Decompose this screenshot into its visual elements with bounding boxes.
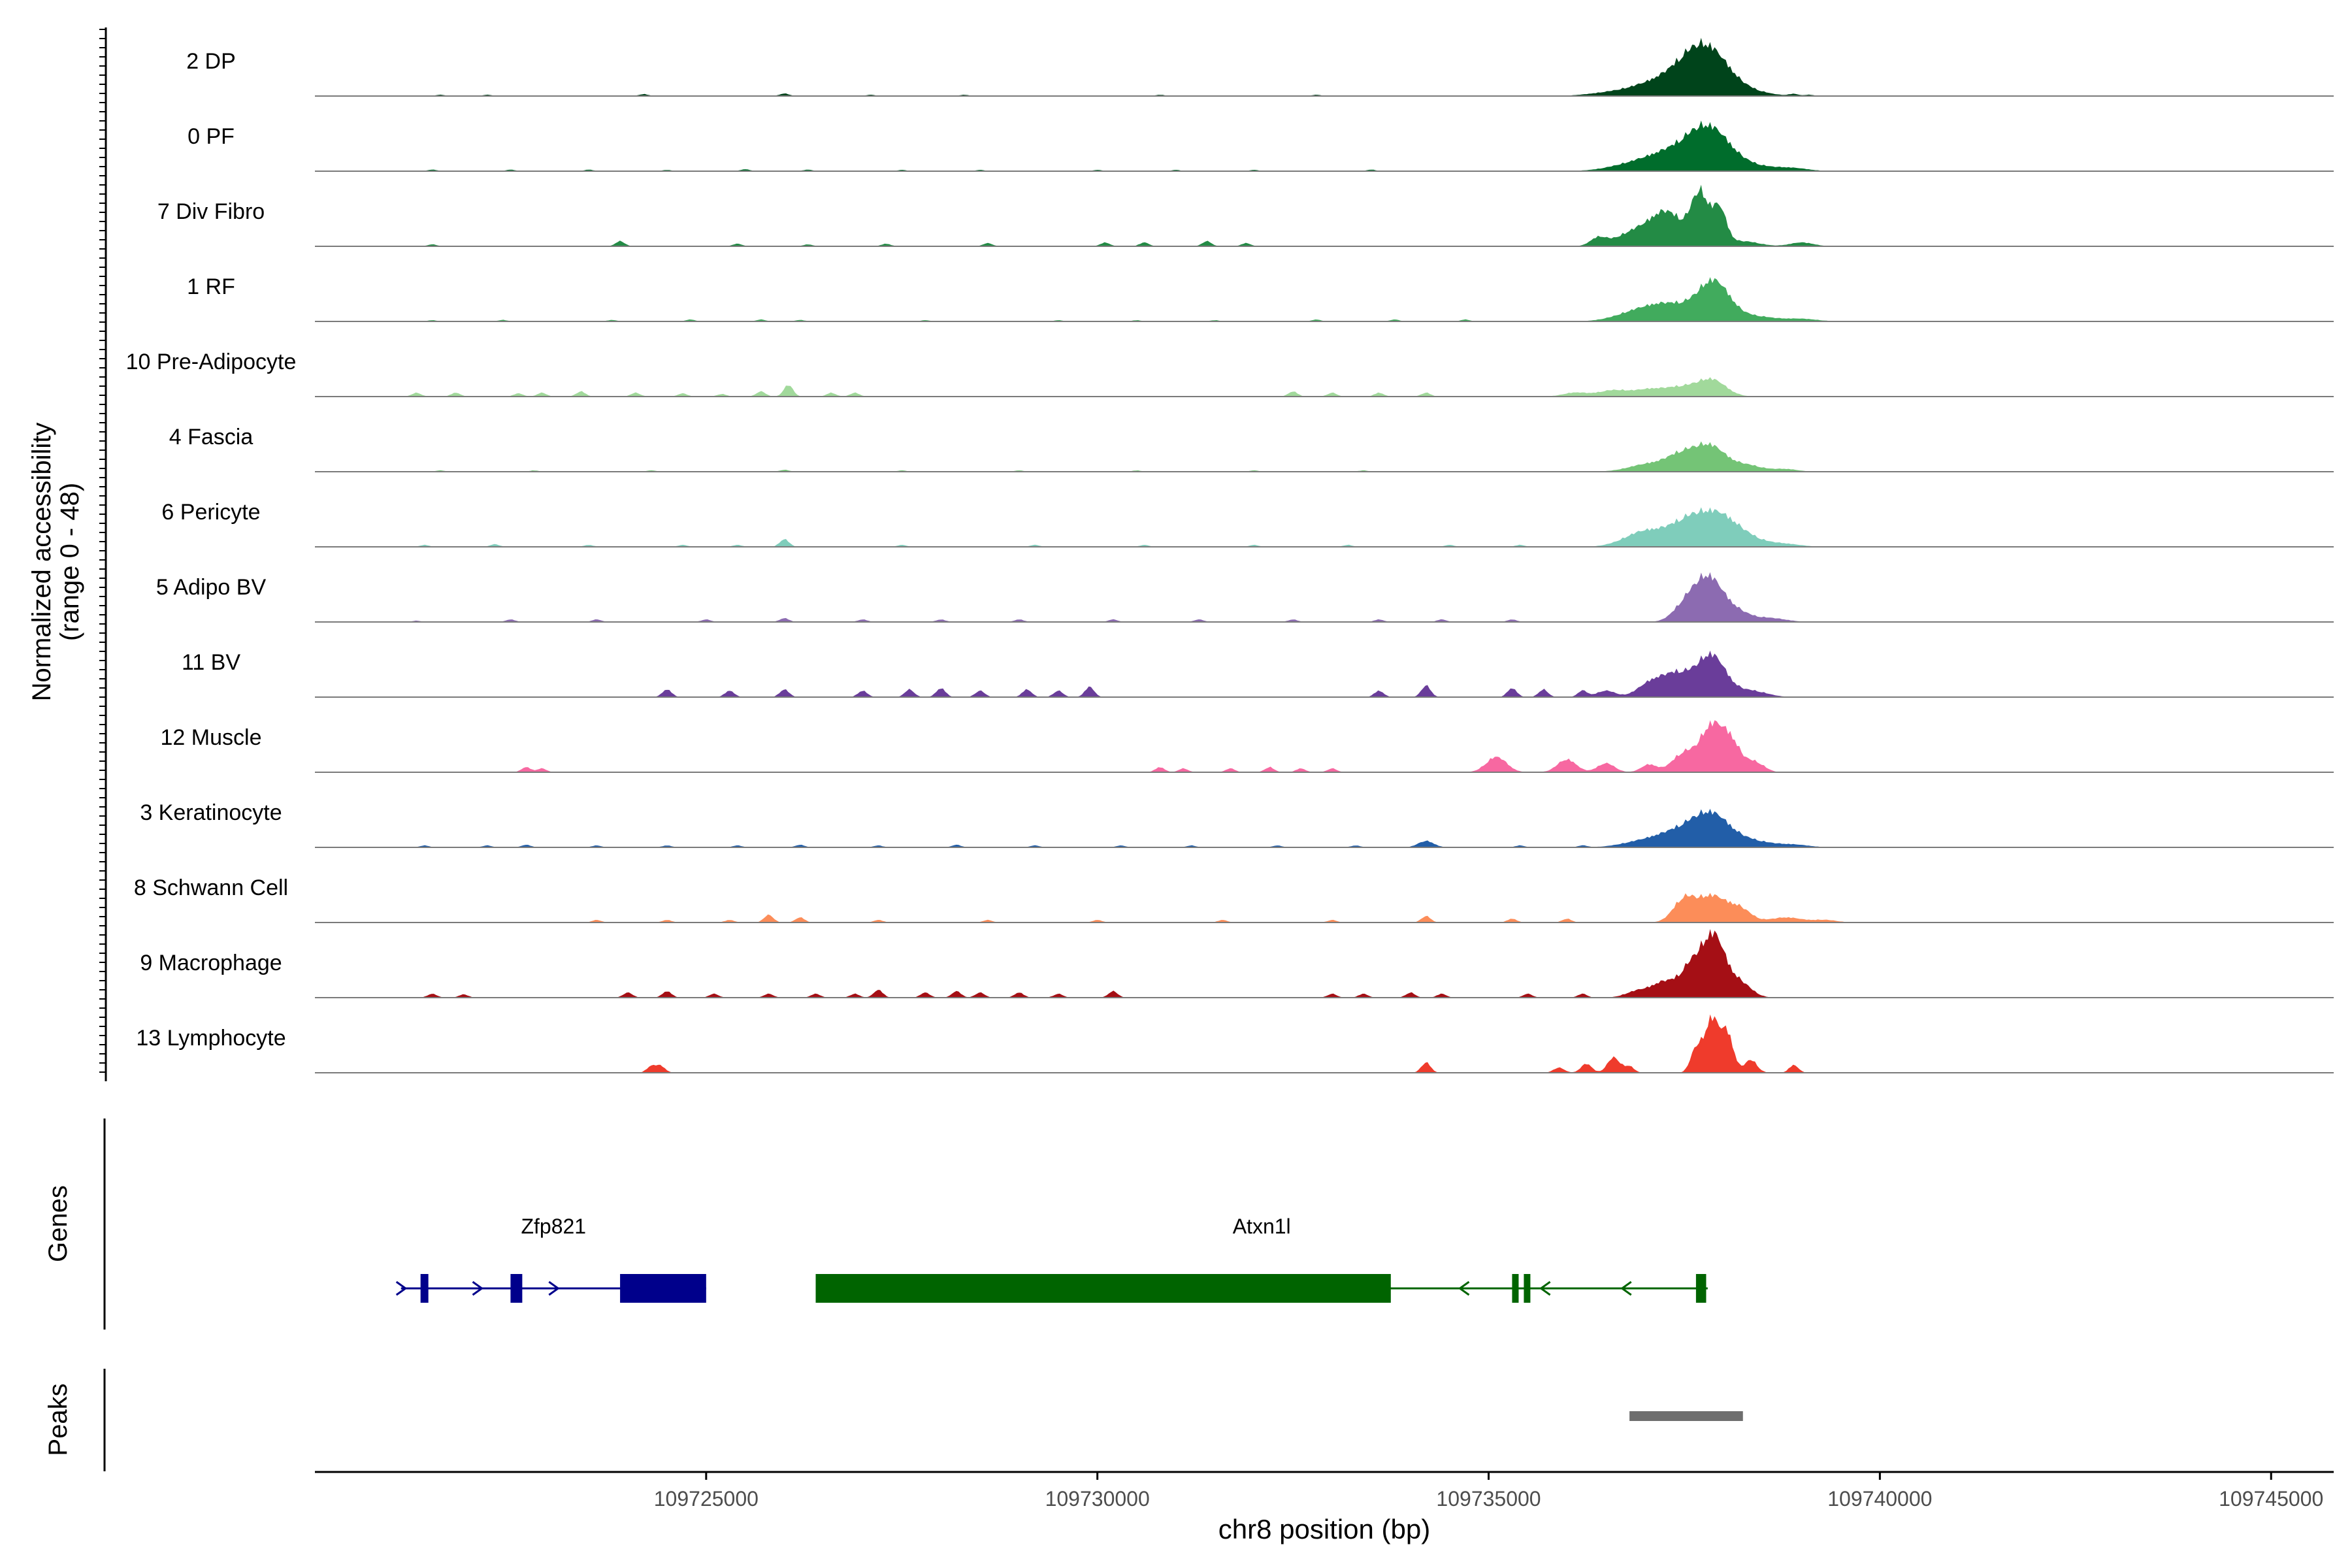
track-label: 7 Div Fibro — [157, 199, 265, 224]
y-axis-title-line1: Normalized accessibility — [27, 423, 56, 702]
gene-exon — [1695, 1274, 1707, 1303]
track-label: 4 Fascia — [169, 425, 253, 449]
track-label: 10 Pre-Adipocyte — [126, 350, 297, 374]
gene-model: Atxn1l — [815, 1215, 1708, 1303]
track — [315, 184, 2334, 247]
strand-arrow — [395, 1281, 408, 1296]
strand-arrow — [1539, 1281, 1551, 1296]
y-axis-ticks — [99, 29, 106, 1073]
x-tick-label: 109730000 — [1045, 1487, 1150, 1511]
gene-exon — [620, 1274, 706, 1303]
track-label: 8 Schwann Cell — [134, 875, 288, 900]
peaks-panel — [1629, 1411, 1743, 1421]
strand-arrow — [1620, 1281, 1632, 1296]
track-label: 11 BV — [182, 650, 240, 675]
track-label: 13 Lymphocyte — [136, 1026, 286, 1051]
peak-region — [1629, 1411, 1743, 1421]
gene-model: Zfp821 — [395, 1215, 706, 1303]
gene-exon — [1512, 1274, 1519, 1303]
x-axis-ticks: 109725000 109730000 109735000 109740000 1097… — [654, 1472, 2323, 1511]
track-label: 2 DP — [186, 49, 236, 74]
x-tick-label: 109740000 — [1827, 1487, 1932, 1511]
x-tick-label: 109745000 — [2219, 1487, 2323, 1511]
track-label: 6 Pericyte — [161, 500, 260, 525]
track — [315, 1014, 2334, 1073]
track-label: 12 Muscle — [161, 725, 262, 750]
track — [315, 277, 2334, 322]
x-axis-title: chr8 position (bp) — [1218, 1514, 1431, 1544]
track-label: 0 PF — [188, 124, 235, 149]
track — [315, 892, 2334, 923]
x-tick-label: 109725000 — [654, 1487, 759, 1511]
gene-exon — [1524, 1274, 1531, 1303]
gene-label: Zfp821 — [521, 1215, 586, 1238]
track-label: 9 Macrophage — [140, 951, 282, 975]
track-signal-area — [315, 377, 2334, 397]
genes-panel-label: Genes — [44, 1185, 73, 1262]
track — [315, 720, 2334, 773]
gene-exon — [420, 1274, 429, 1303]
track — [315, 650, 2334, 698]
track-label: 5 Adipo BV — [156, 575, 267, 600]
accessibility-tracks — [315, 37, 2334, 1073]
track-labels: 2 DP 0 PF 7 Div Fibro 1 RF 10 Pre-Adipocyte 4… — [126, 49, 297, 1051]
track — [315, 441, 2334, 472]
track — [315, 37, 2334, 97]
track — [315, 507, 2334, 547]
x-tick-label: 109735000 — [1436, 1487, 1541, 1511]
track — [315, 572, 2334, 623]
track-label: 1 RF — [187, 274, 235, 299]
track — [315, 808, 2334, 848]
gene-exon — [815, 1274, 1391, 1303]
strand-arrow — [472, 1281, 484, 1296]
track — [315, 377, 2334, 397]
track-label: 3 Keratinocyte — [140, 800, 282, 825]
track — [315, 120, 2334, 172]
genes-panel: Zfp821 Atxn1l — [395, 1215, 1708, 1303]
gene-exon — [510, 1274, 523, 1303]
gene-label: Atxn1l — [1233, 1215, 1291, 1238]
track — [315, 929, 2334, 998]
strand-arrow — [548, 1281, 560, 1296]
strand-arrow — [1458, 1281, 1470, 1296]
y-axis-title-line2: (range 0 - 48) — [56, 483, 84, 641]
peaks-panel-label: Peaks — [44, 1383, 73, 1456]
